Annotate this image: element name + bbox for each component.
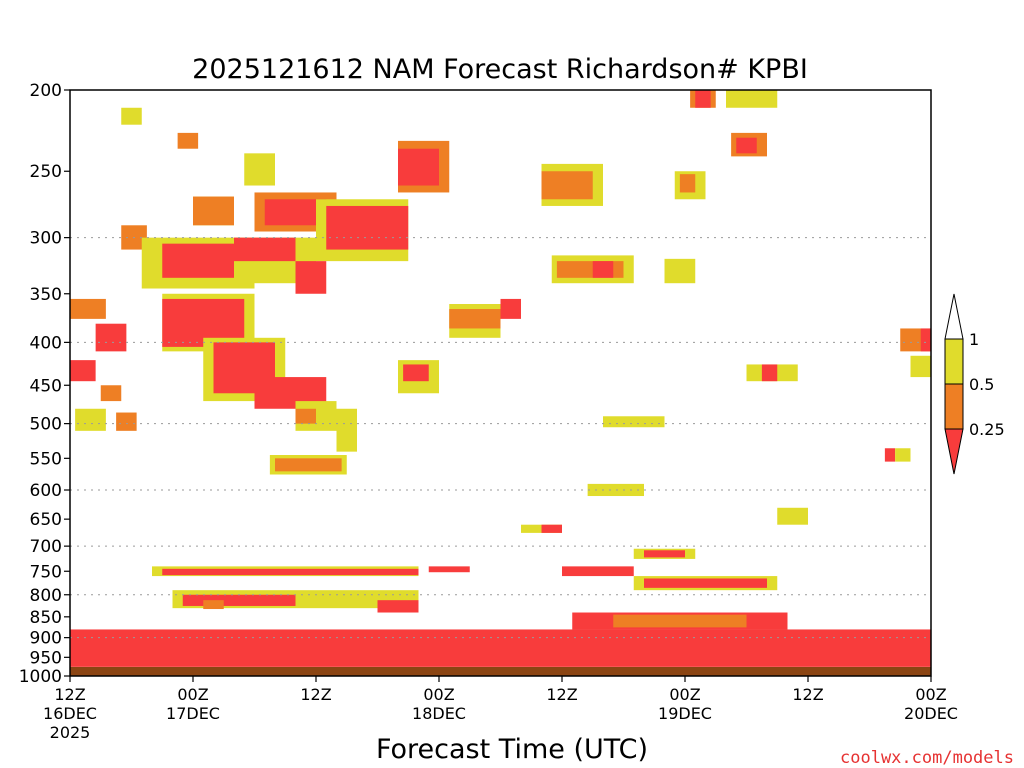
- ri-cell-13: [162, 243, 245, 278]
- x-tick-label-0-2: 16DEC: [43, 704, 97, 723]
- y-tick-label-500: 500: [30, 415, 62, 435]
- ri-cell-64: [644, 550, 685, 558]
- ri-cell-45: [695, 90, 711, 108]
- color-legend: 1 0.5 0.25: [944, 293, 1005, 475]
- ri-cell-70: [644, 578, 767, 588]
- ri-cell-15: [234, 237, 296, 262]
- heatmap-cells: [70, 90, 931, 676]
- y-tick-label-950: 950: [30, 648, 62, 668]
- ri-cell-37: [403, 364, 429, 382]
- x-tick-label-60-1: 00Z: [669, 685, 700, 704]
- ri-cell-32: [275, 458, 342, 472]
- x-tick-label-0-1: 12Z: [54, 685, 85, 704]
- ri-cell-39: [541, 171, 593, 200]
- legend-swatch-0: [944, 338, 964, 385]
- ri-cell-50: [679, 174, 696, 193]
- chart-title: 2025121612 NAM Forecast Richardson# KPBI: [192, 54, 808, 85]
- x-tick-label-0-3: 2025: [50, 723, 91, 742]
- ri-cell-77: [70, 629, 931, 667]
- x-axis-label: Forecast Time (UTC): [376, 734, 648, 765]
- x-tick-label-60-2: 19DEC: [658, 704, 712, 723]
- ri-cell-58: [895, 448, 911, 462]
- x-tick-label-72-1: 12Z: [792, 685, 823, 704]
- ri-cell-4: [193, 196, 234, 226]
- legend-label-2: 0.25: [969, 420, 1005, 439]
- y-tick-label-300: 300: [30, 229, 62, 249]
- ri-cell-16: [295, 261, 327, 294]
- x-tick-label-84-1: 00Z: [915, 685, 946, 704]
- y-tick-label-850: 850: [30, 608, 62, 628]
- ri-cell-68: [562, 566, 634, 577]
- ri-cell-67: [428, 566, 470, 573]
- ri-cell-0: [121, 107, 142, 125]
- ri-cell-8: [326, 205, 409, 250]
- x-tick-label-84-2: 20DEC: [904, 704, 958, 723]
- y-tick-label-200: 200: [30, 81, 62, 101]
- x-tick-label-36-1: 00Z: [423, 685, 454, 704]
- y-tick-label-600: 600: [30, 481, 62, 501]
- y-tick-label-450: 450: [30, 376, 62, 396]
- ri-cell-55: [920, 328, 931, 352]
- y-tick-label-900: 900: [30, 629, 62, 649]
- ri-cell-19: [70, 360, 96, 382]
- ri-cell-2: [244, 153, 275, 186]
- ri-cell-73: [203, 600, 224, 610]
- ri-cell-53: [761, 364, 778, 382]
- y-tick-label-800: 800: [30, 586, 62, 606]
- y-tick-label-650: 650: [30, 510, 62, 530]
- ri-cell-66: [162, 568, 419, 576]
- ri-cell-76: [613, 614, 747, 628]
- legend-top-triangle: [944, 293, 964, 340]
- ri-cell-1: [177, 132, 199, 149]
- y-tick-label-750: 750: [30, 562, 62, 582]
- x-tick-label-48-1: 12Z: [546, 685, 577, 704]
- ri-cell-51: [603, 416, 665, 428]
- y-tick-label-250: 250: [30, 162, 62, 182]
- ri-cell-59: [587, 483, 644, 497]
- ri-cell-72: [182, 594, 296, 606]
- ri-cell-62: [777, 507, 808, 525]
- ri-cell-27: [295, 408, 316, 424]
- ri-cell-30: [336, 408, 357, 452]
- ri-cell-61: [541, 524, 562, 533]
- ri-cell-46: [726, 90, 778, 108]
- ri-cell-42: [592, 261, 614, 278]
- y-tick-label-400: 400: [30, 333, 62, 353]
- ri-cell-29: [116, 412, 137, 431]
- y-tick-label-1000: 1000: [19, 667, 62, 687]
- ri-cell-17: [70, 298, 106, 319]
- surface-strip: [70, 667, 931, 676]
- axes: 200 250 300 350 400 450 500 550 600 650 700 750 8008…: [19, 81, 958, 742]
- x-tick-label-12-2: 17DEC: [166, 704, 220, 723]
- x-tick-label-36-2: 18DEC: [412, 704, 466, 723]
- y-tick-label-550: 550: [30, 449, 62, 469]
- ri-cell-56: [910, 355, 931, 378]
- y-tick-label-700: 700: [30, 537, 62, 557]
- ri-cell-28: [75, 408, 106, 431]
- x-tick-label-12-1: 00Z: [177, 685, 208, 704]
- legend-swatch-1: [944, 383, 964, 430]
- y-tick-label-350: 350: [30, 285, 62, 305]
- x-tick-label-24-1: 12Z: [300, 685, 331, 704]
- legend-label-1: 0.5: [969, 375, 994, 394]
- credit-text: coolwx.com/models: [840, 748, 1014, 768]
- ri-cell-34: [449, 309, 501, 329]
- ri-cell-48: [736, 137, 757, 154]
- plot-frame: [69, 89, 932, 677]
- ri-cell-20: [100, 385, 122, 402]
- ri-cell-57: [884, 448, 896, 462]
- legend-bottom-triangle: [944, 428, 964, 475]
- ri-cell-74: [377, 600, 419, 613]
- ri-cell-35: [500, 298, 521, 319]
- ri-cell-18: [95, 323, 127, 352]
- ri-cell-10: [398, 148, 439, 186]
- legend-label-0: 1: [969, 330, 979, 349]
- ri-cell-43: [664, 258, 696, 284]
- ri-cell-41: [556, 261, 624, 278]
